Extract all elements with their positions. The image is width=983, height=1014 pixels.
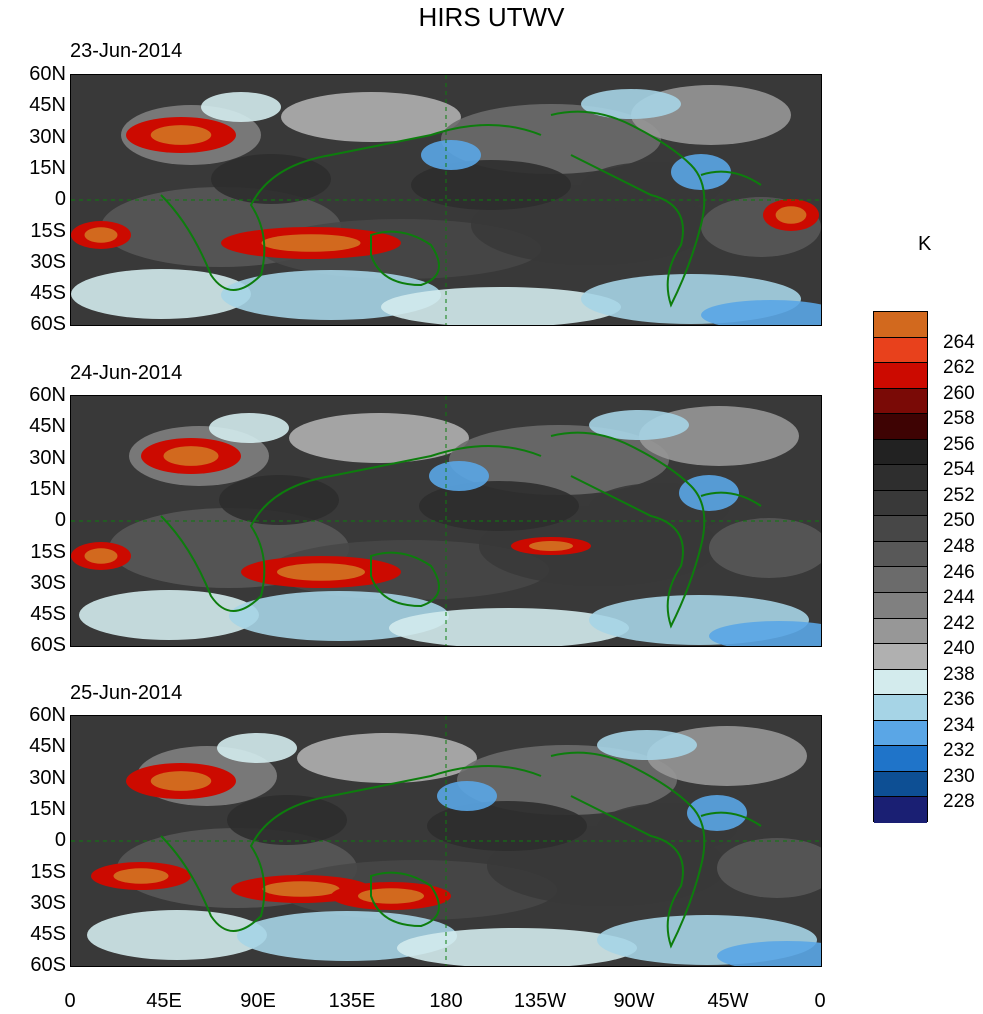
colorbar-swatch bbox=[874, 797, 927, 823]
colorbar-swatch bbox=[874, 439, 927, 466]
colorbar-label: 250 bbox=[943, 510, 975, 532]
colorbar-swatch bbox=[874, 516, 927, 542]
colorbar-swatch bbox=[874, 618, 927, 645]
colorbar-swatch bbox=[874, 465, 927, 491]
colorbar-label: 242 bbox=[943, 612, 975, 634]
panel-3-lat-label: 30S bbox=[30, 891, 66, 914]
colorbar-label: 260 bbox=[943, 382, 975, 404]
panel-1-lat-label: 60S bbox=[30, 313, 66, 336]
panel-1-lat-label: 60N bbox=[29, 63, 66, 85]
colorbar-label: 256 bbox=[943, 433, 975, 455]
colorbar-label: 254 bbox=[943, 459, 975, 481]
colorbar-label: 262 bbox=[943, 357, 975, 379]
lon-label-180: 180 bbox=[429, 990, 463, 1012]
colorbar-label: 230 bbox=[943, 765, 975, 787]
colorbar-label: 240 bbox=[943, 638, 975, 660]
panel-2-lat-label: 30S bbox=[30, 571, 66, 594]
panel-3-map bbox=[70, 715, 822, 967]
colorbar-swatch bbox=[874, 388, 927, 415]
colorbar-label: 234 bbox=[943, 714, 975, 736]
figure-title: HIRS UTWV bbox=[418, 2, 565, 32]
panel-2-lat-label: 60S bbox=[30, 634, 66, 657]
panel-2-lat-label: 45S bbox=[30, 603, 66, 626]
panel-3-lat-label: 45S bbox=[30, 923, 66, 946]
colorbar-label: 264 bbox=[943, 331, 975, 353]
panel-1-map bbox=[70, 74, 822, 326]
panel-3-lat-label: 30N bbox=[29, 766, 66, 789]
panel-3-lat-label: 60N bbox=[29, 704, 66, 726]
colorbar-swatch bbox=[874, 541, 927, 568]
panel-2-lat-label: 30N bbox=[29, 446, 66, 469]
panel-3-field bbox=[71, 716, 821, 966]
lon-label-45e: 45E bbox=[146, 990, 182, 1012]
panel-1-lat-label: 15S bbox=[30, 219, 66, 242]
panel-1-lat-label: 0 bbox=[54, 188, 66, 211]
lon-label-135e: 135E bbox=[328, 990, 376, 1012]
panel-1-lat-label: 45N bbox=[29, 94, 66, 117]
panel-3-lat-label: 15N bbox=[29, 797, 66, 820]
colorbar-label: 236 bbox=[943, 689, 975, 711]
colorbar-label: 258 bbox=[943, 408, 975, 430]
colorbar-swatch bbox=[874, 695, 927, 721]
lon-label-135w: 135W bbox=[513, 990, 567, 1012]
colorbar-label: 238 bbox=[943, 663, 975, 685]
colorbar-swatch bbox=[874, 337, 927, 364]
colorbar-swatch bbox=[874, 771, 927, 798]
colorbar-label: 232 bbox=[943, 740, 975, 762]
panel-2-lat-label: 15S bbox=[30, 540, 66, 563]
colorbar-label: 252 bbox=[943, 484, 975, 506]
colorbar-swatch bbox=[874, 720, 927, 747]
colorbar-label: 246 bbox=[943, 561, 975, 583]
lon-label-90e: 90E bbox=[240, 990, 276, 1012]
panel-1-lat-label: 30N bbox=[29, 125, 66, 148]
colorbar-swatch bbox=[874, 363, 927, 389]
panel-2-date: 24-Jun-2014 bbox=[70, 362, 183, 384]
lon-label-0-end: 0 bbox=[814, 990, 826, 1012]
colorbar-swatch bbox=[874, 644, 927, 670]
panel-2-map bbox=[70, 395, 822, 647]
colorbar-swatch bbox=[874, 746, 927, 772]
colorbar-label: 228 bbox=[943, 791, 975, 813]
panel-1-field bbox=[71, 75, 821, 325]
lon-label-45w: 45W bbox=[707, 990, 749, 1012]
panel-3-lat-label: 15S bbox=[30, 860, 66, 883]
lon-label-90w: 90W bbox=[613, 990, 655, 1012]
colorbar-swatch bbox=[874, 567, 927, 594]
colorbar-units: K bbox=[918, 233, 932, 255]
lon-label-0: 0 bbox=[64, 990, 76, 1012]
panel-1-lat-label: 15N bbox=[29, 156, 66, 179]
colorbar-label: 248 bbox=[943, 535, 975, 557]
panel-1-date: 23-Jun-2014 bbox=[70, 40, 183, 62]
panel-3-lat-label: 45N bbox=[29, 735, 66, 758]
panel-3-lat-label: 0 bbox=[54, 829, 66, 852]
colorbar-swatch bbox=[874, 669, 927, 696]
panel-3-lat-label: 60S bbox=[30, 954, 66, 977]
panel-2-lat-label: 45N bbox=[29, 415, 66, 438]
colorbar bbox=[873, 311, 928, 823]
panel-2-lat-label: 15N bbox=[29, 477, 66, 500]
colorbar-swatch bbox=[874, 593, 927, 619]
colorbar-swatch bbox=[874, 312, 927, 338]
panel-2-field bbox=[71, 396, 821, 646]
colorbar-label: 244 bbox=[943, 587, 975, 609]
colorbar-swatch bbox=[874, 490, 927, 517]
panel-3-date: 25-Jun-2014 bbox=[70, 682, 183, 704]
panel-2-lat-label: 60N bbox=[29, 384, 66, 406]
panel-2-lat-label: 0 bbox=[54, 509, 66, 532]
colorbar-swatch bbox=[874, 414, 927, 440]
panel-1-lat-label: 30S bbox=[30, 250, 66, 273]
panel-1-lat-label: 45S bbox=[30, 282, 66, 305]
